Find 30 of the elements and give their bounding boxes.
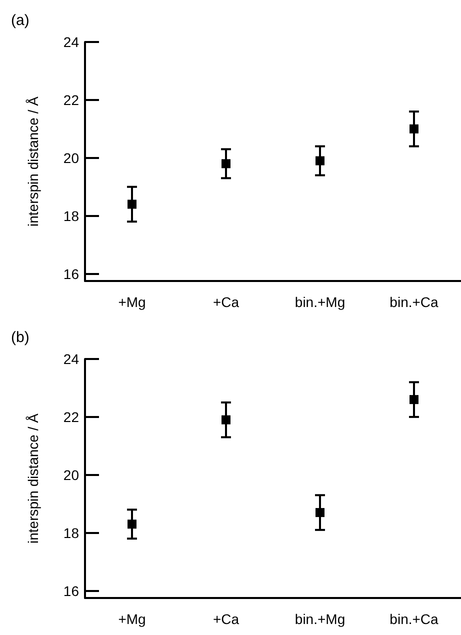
x-tick-label: +Mg [118, 294, 146, 310]
y-axis-title: interspin distance / Å [25, 412, 41, 544]
y-tick-label: 24 [63, 34, 80, 50]
x-tick-label: bin.+Ca [390, 294, 439, 310]
y-tick-label: 20 [63, 150, 80, 166]
x-tick-label: bin.+Mg [294, 294, 346, 310]
point [410, 395, 418, 404]
point [316, 156, 324, 166]
y-tick-label: 16 [63, 266, 80, 282]
y-tick-label: 18 [63, 524, 80, 541]
point [222, 159, 230, 168]
chart-title: (b) [11, 329, 30, 346]
y-axis-title: interspin distance / Å [25, 96, 41, 226]
point [128, 200, 136, 209]
point [128, 520, 136, 529]
point [410, 124, 418, 134]
y-tick-label: 20 [63, 466, 80, 483]
chart-title: (a) [11, 12, 30, 29]
x-tick-label: bin.+Ca [390, 611, 439, 627]
y-tick-label: 18 [63, 208, 80, 224]
y-tick-label: 16 [63, 582, 80, 599]
y-tick-label: 22 [63, 92, 80, 108]
x-tick-label: +Ca [212, 611, 240, 627]
x-tick-label: +Ca [212, 294, 240, 310]
point [222, 415, 230, 424]
point [316, 508, 324, 518]
y-tick-label: 24 [63, 351, 80, 367]
x-tick-label: +Mg [118, 611, 146, 627]
y-tick-label: 22 [63, 408, 80, 425]
x-tick-label: bin.+Mg [294, 611, 346, 627]
